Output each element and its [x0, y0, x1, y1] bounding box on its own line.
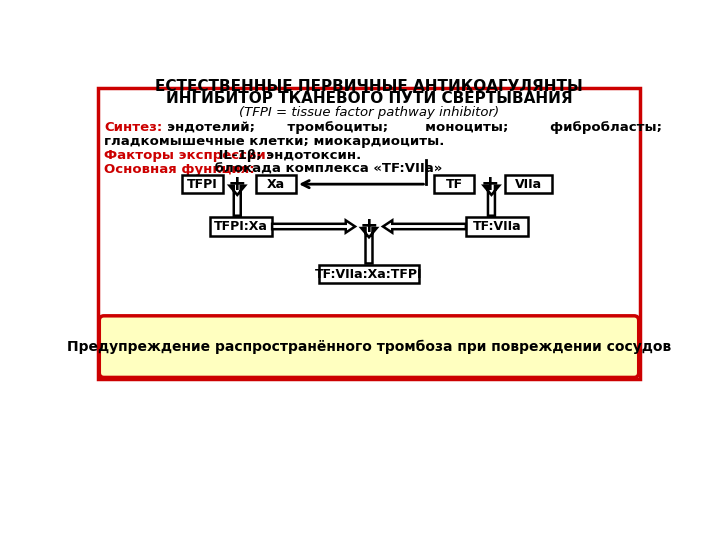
Text: блокада комплекса «TF:VIIa»: блокада комплекса «TF:VIIa»: [210, 163, 443, 176]
Text: +: +: [360, 217, 378, 237]
FancyBboxPatch shape: [466, 217, 528, 236]
FancyBboxPatch shape: [98, 88, 640, 379]
Text: Факторы экспрессии:: Факторы экспрессии:: [104, 148, 271, 162]
Text: TF:VIIa: TF:VIIa: [472, 220, 521, 233]
Text: Xa: Xa: [267, 178, 285, 191]
FancyBboxPatch shape: [505, 175, 552, 193]
Text: Основная функция:: Основная функция:: [104, 163, 255, 176]
Text: IL-1β; эндотоксин.: IL-1β; эндотоксин.: [214, 148, 361, 162]
Text: гладкомышечные клетки; миокардиоциты.: гладкомышечные клетки; миокардиоциты.: [104, 135, 444, 148]
Text: TFPI: TFPI: [187, 178, 217, 191]
Text: эндотелий;       тромбоциты;        моноциты;         фибробласты;: эндотелий; тромбоциты; моноциты; фибробл…: [144, 121, 662, 134]
Text: TF: TF: [446, 178, 463, 191]
Text: +: +: [480, 174, 499, 194]
Polygon shape: [484, 186, 499, 215]
Text: +: +: [228, 174, 246, 194]
Text: Предупреждение распространённого тромбоза при повреждении сосудов: Предупреждение распространённого тромбоз…: [67, 340, 671, 354]
Polygon shape: [383, 220, 466, 233]
Text: (TFPI = tissue factor pathway inhibitor): (TFPI = tissue factor pathway inhibitor): [239, 106, 499, 119]
Text: Синтез:: Синтез:: [104, 121, 162, 134]
Polygon shape: [230, 186, 245, 215]
FancyBboxPatch shape: [99, 316, 639, 377]
Polygon shape: [272, 220, 355, 233]
FancyBboxPatch shape: [319, 265, 419, 284]
FancyBboxPatch shape: [434, 175, 474, 193]
Polygon shape: [361, 228, 377, 264]
Text: ЕСТЕСТВЕННЫЕ ПЕРВИЧНЫЕ АНТИКОАГУЛЯНТЫ: ЕСТЕСТВЕННЫЕ ПЕРВИЧНЫЕ АНТИКОАГУЛЯНТЫ: [155, 79, 583, 93]
FancyBboxPatch shape: [210, 217, 272, 236]
Text: VIIa: VIIa: [515, 178, 542, 191]
Text: ИНГИБИТОР ТКАНЕВОГО ПУТИ СВЁРТЫВАНИЯ: ИНГИБИТОР ТКАНЕВОГО ПУТИ СВЁРТЫВАНИЯ: [166, 91, 572, 106]
Text: TF:VIIa:Xa:TFPI: TF:VIIa:Xa:TFPI: [315, 268, 423, 281]
Text: TFPI:Xa: TFPI:Xa: [214, 220, 268, 233]
FancyBboxPatch shape: [256, 175, 296, 193]
FancyBboxPatch shape: [182, 175, 222, 193]
